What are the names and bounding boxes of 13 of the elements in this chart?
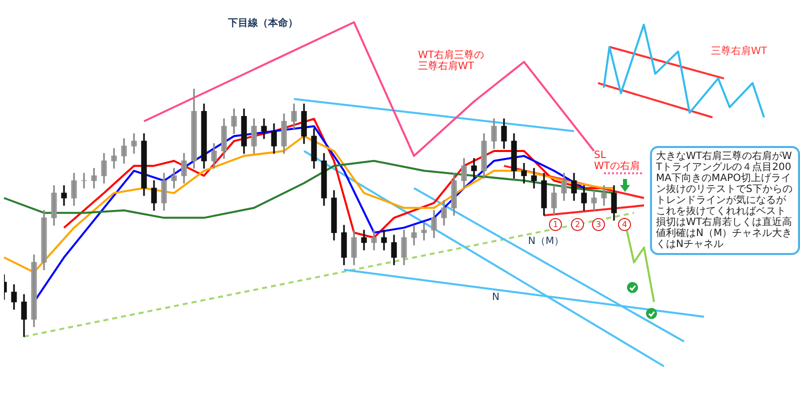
annotation: WTの右肩 — [594, 161, 640, 172]
annotation: N — [492, 292, 500, 303]
annotation: 3 — [592, 218, 605, 231]
text: 三尊右肩WT — [418, 61, 474, 72]
annotation: 2 — [571, 218, 584, 231]
annotation: 4 — [618, 218, 631, 231]
text: WT右肩三尊の — [418, 50, 484, 61]
annotation: N（M） — [528, 236, 564, 247]
annotation: 1 — [549, 218, 562, 231]
annotation: SL — [594, 150, 606, 161]
annotation: 三尊右肩WT — [711, 46, 767, 57]
text: 大きなWT右肩三尊の右肩がWTトライアングルの４点目200MA下向きのMAPO切上げライン抜けのリテストでS下からのトレンドラインが気になるがこれを抜けてくれればベスト損切はWT右肩若しくは直近高値利確はN（M）チャネル大きくはNチャネル — [656, 151, 792, 250]
text: 下目線（本命） — [228, 18, 298, 29]
